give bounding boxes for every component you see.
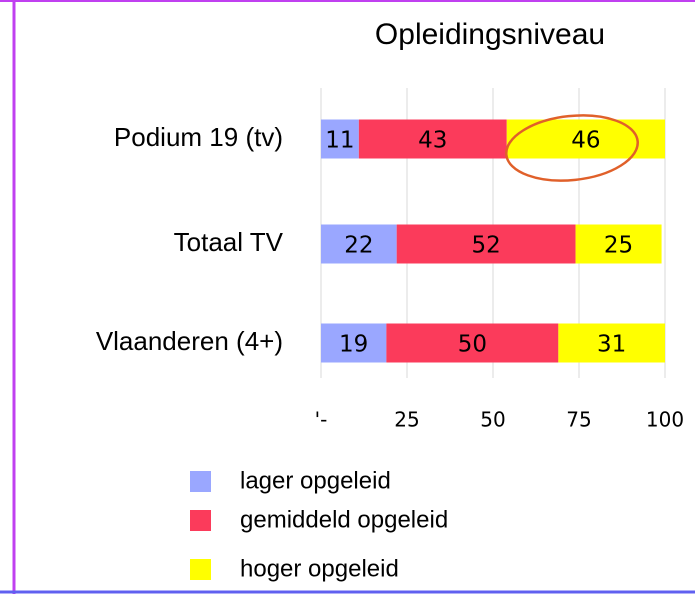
legend-swatch <box>190 559 211 580</box>
category-label: Totaal TV <box>174 227 284 257</box>
legend-label: hoger opgeleid <box>240 555 399 582</box>
bar-segment <box>575 224 662 264</box>
bar-segment <box>321 119 359 159</box>
data-label: 19 <box>339 332 368 358</box>
data-label: 43 <box>418 128 447 154</box>
bar-segment <box>386 323 559 363</box>
x-tick-label: '- <box>315 408 328 432</box>
data-label: 31 <box>597 332 626 358</box>
data-label: 25 <box>604 233 633 259</box>
x-tick-label: 100 <box>646 408 684 432</box>
bar-segment <box>396 224 576 264</box>
bar-segment <box>321 323 387 363</box>
legend: lager opgeleid gemiddeld opgeleid hoger op… <box>190 467 448 582</box>
x-tick-label: 75 <box>566 408 591 432</box>
data-label: 46 <box>571 128 600 154</box>
x-tick-label: 25 <box>394 408 419 432</box>
category-label: Vlaanderen (4+) <box>96 326 283 356</box>
data-label: 22 <box>344 233 373 259</box>
category-label: Podium 19 (tv) <box>114 122 283 152</box>
data-label: 52 <box>471 233 500 259</box>
legend-label: lager opgeleid <box>240 467 391 494</box>
data-label: 50 <box>458 332 487 358</box>
legend-swatch <box>190 471 211 492</box>
chart-title: Opleidingsniveau <box>375 18 605 51</box>
x-tick-label: 50 <box>480 408 505 432</box>
legend-swatch <box>190 510 211 531</box>
bars: Podium 19 (tv) 11 43 46 Totaal TV 22 52 25 Vlaan… <box>96 119 665 363</box>
data-label: 11 <box>325 128 354 154</box>
bar-segment <box>321 224 397 264</box>
highlight-circle <box>505 114 639 182</box>
bar-segment <box>558 323 665 363</box>
legend-label: gemiddeld opgeleid <box>240 506 448 533</box>
bar-segment <box>358 119 507 159</box>
